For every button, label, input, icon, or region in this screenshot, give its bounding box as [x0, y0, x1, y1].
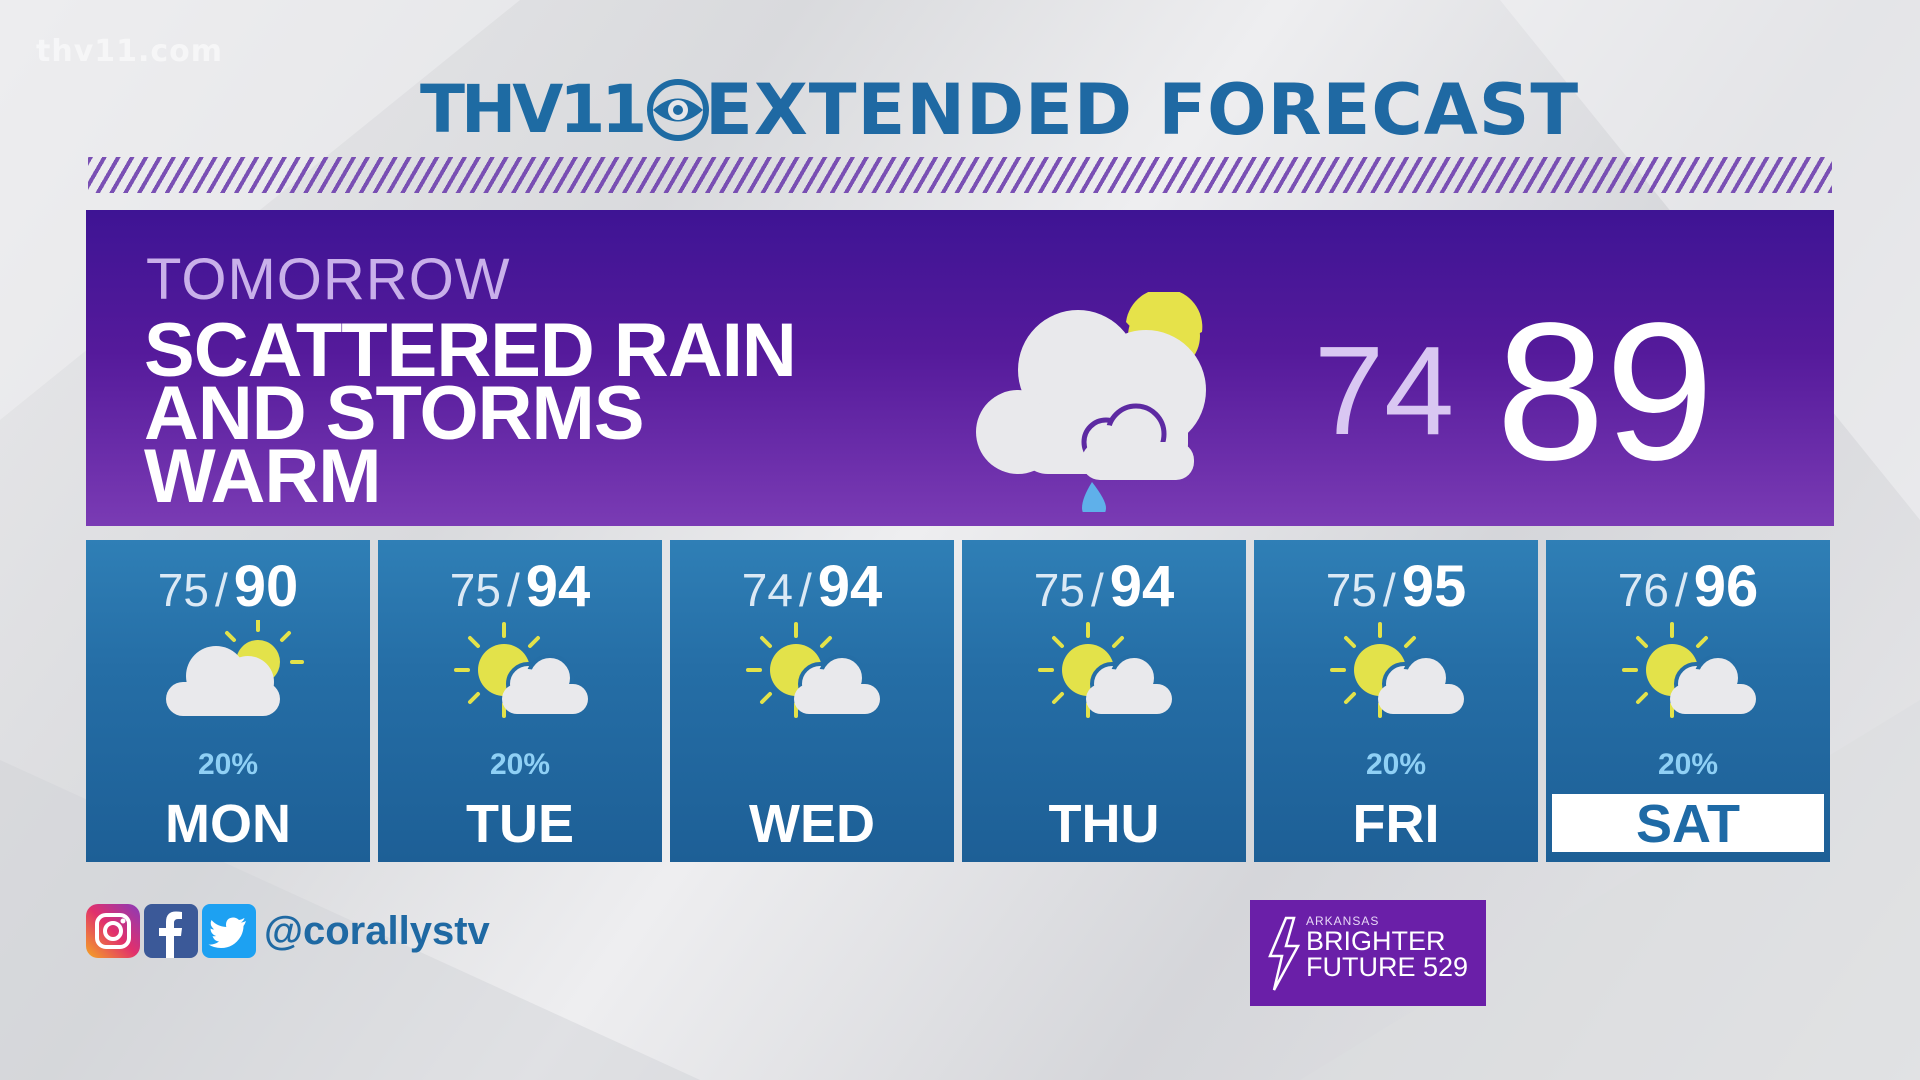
day-temps: 75/90 — [86, 558, 370, 616]
cbs-eye-icon — [647, 79, 710, 141]
day-temps: 74/94 — [670, 558, 954, 616]
sun-cloud-icon — [1622, 622, 1756, 718]
tomorrow-condition-line-2: AND STORMS — [144, 371, 645, 456]
watermark: thv11.com — [36, 34, 224, 69]
sun-cloud-icon — [746, 622, 880, 718]
day-temps: 75/94 — [378, 558, 662, 616]
day-low-temp: 74 — [741, 564, 793, 616]
sponsor-line-2: FUTURE 529 — [1306, 952, 1469, 982]
day-high-temp: 96 — [1693, 554, 1759, 619]
temp-separator: / — [798, 564, 812, 616]
precip-chance: 20% — [197, 748, 259, 781]
social-handle: @corallystv — [264, 908, 490, 953]
page-title: EXTENDED FORECAST — [705, 69, 1580, 151]
decorative-stripes — [88, 157, 1832, 193]
day-column-tue: 75/94 20% TUE — [378, 540, 662, 862]
tomorrow-condition-line-1: SCATTERED RAIN — [144, 308, 797, 393]
precip-chance: 20% — [1365, 748, 1427, 781]
extended-days: 75/90 20% MON 75/94 — [86, 540, 1834, 862]
day-high-temp: 95 — [1401, 554, 1467, 619]
day-name: MON — [165, 794, 291, 854]
tomorrow-low-temp: 74 — [1314, 320, 1455, 461]
day-name: THU — [1048, 794, 1160, 854]
temp-separator: / — [1382, 564, 1396, 616]
tomorrow-label: TOMORROW — [146, 247, 511, 312]
day-high-temp: 94 — [1109, 554, 1175, 619]
day-high-temp: 94 — [817, 554, 883, 619]
temp-separator: / — [1674, 564, 1688, 616]
day-low-temp: 75 — [157, 564, 209, 616]
day-temps: 75/95 — [1254, 558, 1538, 616]
day-high-temp: 90 — [233, 554, 299, 619]
sponsor-logo: ARKANSAS BRIGHTER FUTURE 529 — [1250, 900, 1486, 1006]
day-low-temp: 75 — [449, 564, 501, 616]
day-low-temp: 75 — [1033, 564, 1085, 616]
day-name: TUE — [466, 794, 574, 854]
temp-separator: / — [506, 564, 520, 616]
day-temps: 75/94 — [962, 558, 1246, 616]
day-low-temp: 75 — [1325, 564, 1377, 616]
precip-chance: 20% — [489, 748, 551, 781]
day-temps: 76/96 — [1546, 558, 1830, 616]
day-name: WED — [749, 794, 875, 854]
precip-chance: 20% — [1657, 748, 1719, 781]
sun-cloud-icon — [1330, 622, 1464, 718]
day-column-sat: 76/96 20% SAT — [1546, 540, 1830, 862]
sun-cloud-icon — [1038, 622, 1172, 718]
day-column-thu: 75/94 THU — [962, 540, 1246, 862]
day-low-temp: 76 — [1617, 564, 1669, 616]
tomorrow-high-temp: 89 — [1496, 282, 1715, 501]
temp-separator: / — [214, 564, 228, 616]
sponsor-state: ARKANSAS — [1306, 914, 1380, 928]
temp-separator: / — [1090, 564, 1104, 616]
tomorrow-condition-line-3: WARM — [144, 434, 382, 519]
cloud-sun-icon — [166, 620, 304, 716]
header: THV11 EXTENDED FORECAST — [0, 62, 1920, 152]
social-bar: @corallystv — [86, 903, 490, 959]
day-column-mon: 75/90 20% MON — [86, 540, 370, 862]
station-logo: THV11 — [420, 68, 710, 152]
day-name: FRI — [1352, 794, 1440, 854]
sun-cloud-icon — [454, 622, 588, 718]
day-high-temp: 94 — [525, 554, 591, 619]
logo-text: THV11 — [420, 71, 647, 148]
star-bolt-icon — [1268, 916, 1301, 991]
day-column-wed: 74/94 WED — [670, 540, 954, 862]
facebook-icon[interactable] — [144, 904, 198, 958]
day-column-fri: 75/95 20% FRI — [1254, 540, 1538, 862]
tomorrow-panel: TOMORROW SCATTERED RAIN AND STORMS WARM … — [86, 210, 1834, 526]
cloud-sun-rain-icon — [976, 292, 1206, 512]
twitter-icon[interactable] — [202, 904, 256, 958]
instagram-icon[interactable] — [86, 904, 140, 958]
day-name-selected: SAT — [1552, 794, 1824, 854]
sponsor-line-1: BRIGHTER — [1306, 926, 1446, 956]
